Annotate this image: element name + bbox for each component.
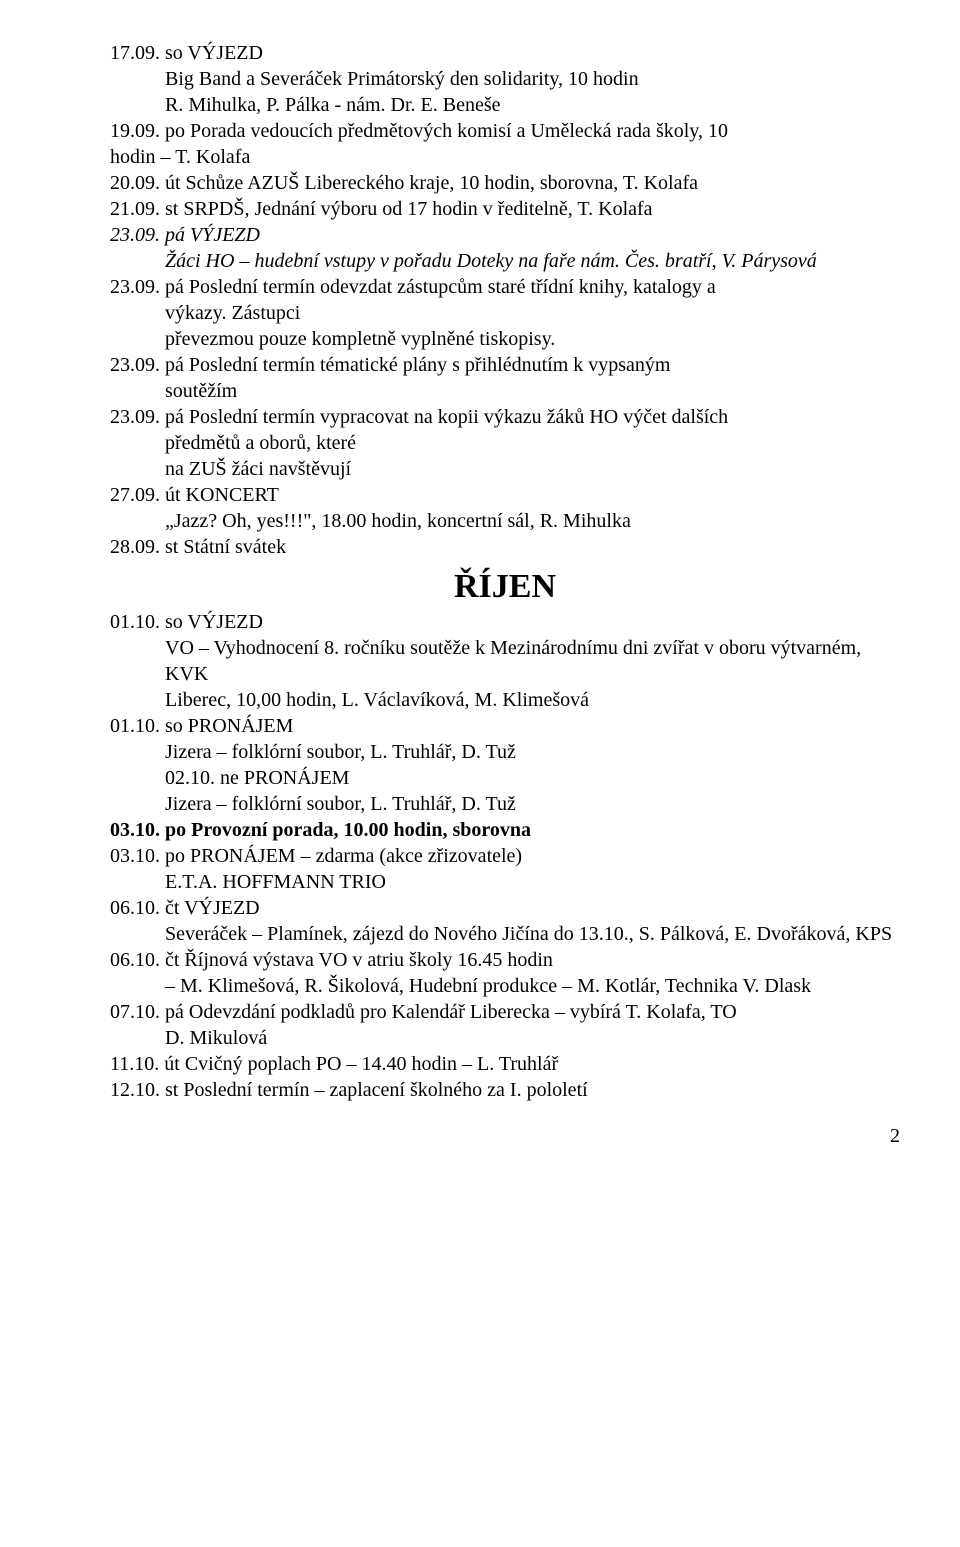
schedule-line: výkazy. Zástupci xyxy=(110,300,900,326)
schedule-line: hodin – T. Kolafa xyxy=(110,144,900,170)
page-number: 2 xyxy=(110,1123,900,1149)
schedule-line: 20.09. út Schůze AZUŠ Libereckého kraje,… xyxy=(110,170,900,196)
schedule-line: 23.09. pá Poslední termín tématické plán… xyxy=(110,352,900,378)
schedule-line: 03.10. po Provozní porada, 10.00 hodin, … xyxy=(110,817,900,843)
schedule-line: „Jazz? Oh, yes!!!", 18.00 hodin, koncert… xyxy=(110,508,900,534)
schedule-line: VO – Vyhodnocení 8. ročníku soutěže k Me… xyxy=(110,635,900,687)
schedule-line: 03.10. po PRONÁJEM – zdarma (akce zřizov… xyxy=(110,843,900,869)
schedule-line: 06.10. čt Říjnová výstava VO v atriu ško… xyxy=(110,947,900,973)
schedule-line: 17.09. so VÝJEZD xyxy=(110,40,900,66)
schedule-line: 28.09. st Státní svátek xyxy=(110,534,900,560)
schedule-line: Big Band a Severáček Primátorský den sol… xyxy=(110,66,900,92)
schedule-line: Severáček – Plamínek, zájezd do Nového J… xyxy=(110,921,900,947)
schedule-line: 07.10. pá Odevzdání podkladů pro Kalendá… xyxy=(110,999,900,1025)
schedule-line: 11.10. út Cvičný poplach PO – 14.40 hodi… xyxy=(110,1051,900,1077)
schedule-section-2: 01.10. so VÝJEZDVO – Vyhodnocení 8. ročn… xyxy=(110,609,900,1103)
schedule-line: R. Mihulka, P. Pálka - nám. Dr. E. Beneš… xyxy=(110,92,900,118)
schedule-line: 21.09. st SRPDŠ, Jednání výboru od 17 ho… xyxy=(110,196,900,222)
schedule-line: 23.09. pá Poslední termín vypracovat na … xyxy=(110,404,900,430)
schedule-line: 01.10. so PRONÁJEM xyxy=(110,713,900,739)
schedule-line: soutěžím xyxy=(110,378,900,404)
schedule-line: převezmou pouze kompletně vyplněné tisko… xyxy=(110,326,900,352)
schedule-line: 02.10. ne PRONÁJEM xyxy=(110,765,900,791)
schedule-line: Liberec, 10,00 hodin, L. Václavíková, M.… xyxy=(110,687,900,713)
schedule-line: na ZUŠ žáci navštěvují xyxy=(110,456,900,482)
schedule-line: 23.09. pá VÝJEZD xyxy=(110,222,900,248)
schedule-line: E.T.A. HOFFMANN TRIO xyxy=(110,869,900,895)
schedule-line: 12.10. st Poslední termín – zaplacení šk… xyxy=(110,1077,900,1103)
schedule-line: – M. Klimešová, R. Šikolová, Hudební pro… xyxy=(110,973,900,999)
schedule-line: 19.09. po Porada vedoucích předmětových … xyxy=(110,118,900,144)
schedule-line: 01.10. so VÝJEZD xyxy=(110,609,900,635)
schedule-line: 27.09. út KONCERT xyxy=(110,482,900,508)
schedule-line: 06.10. čt VÝJEZD xyxy=(110,895,900,921)
month-heading: ŘÍJEN xyxy=(110,565,900,609)
schedule-line: Jizera – folklórní soubor, L. Truhlář, D… xyxy=(110,791,900,817)
schedule-section-1: 17.09. so VÝJEZDBig Band a Severáček Pri… xyxy=(110,40,900,560)
schedule-line: předmětů a oborů, které xyxy=(110,430,900,456)
schedule-line: Jizera – folklórní soubor, L. Truhlář, D… xyxy=(110,739,900,765)
schedule-line: Žáci HO – hudební vstupy v pořadu Doteky… xyxy=(110,248,900,274)
schedule-line: D. Mikulová xyxy=(110,1025,900,1051)
schedule-line: 23.09. pá Poslední termín odevzdat zástu… xyxy=(110,274,900,300)
